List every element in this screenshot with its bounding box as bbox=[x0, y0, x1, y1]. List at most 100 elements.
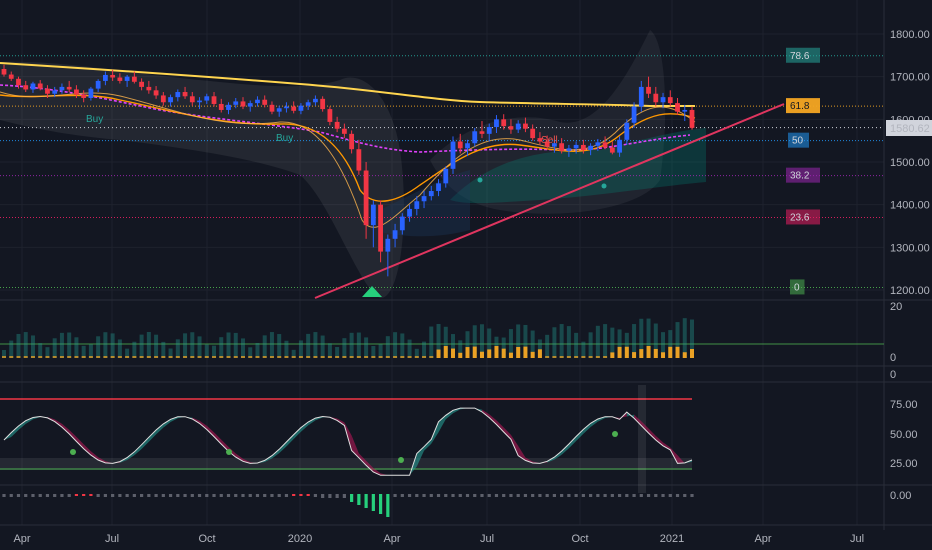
volume-signal-bar bbox=[617, 346, 622, 358]
volume-bar bbox=[30, 335, 35, 358]
volume-signal-bar bbox=[139, 356, 144, 358]
histogram-bar bbox=[38, 494, 42, 497]
histogram-bar bbox=[465, 494, 470, 497]
volume-signal-bar bbox=[646, 346, 651, 358]
volume-signal-bar bbox=[110, 356, 115, 358]
candle-body bbox=[341, 128, 347, 134]
candle-body bbox=[501, 119, 507, 127]
time-axis-label: 2020 bbox=[288, 533, 312, 545]
volume-bar bbox=[349, 332, 354, 358]
oscillator-fill bbox=[358, 453, 367, 466]
volume-bar bbox=[16, 333, 21, 358]
mini-panel-tick: 0 bbox=[890, 369, 896, 381]
volume-signal-bar bbox=[212, 356, 217, 358]
histogram-bar bbox=[205, 494, 209, 497]
histogram-bar bbox=[306, 494, 310, 496]
volume-bar bbox=[595, 325, 600, 358]
volume-signal-bar bbox=[161, 356, 166, 358]
volume-signal-bar bbox=[175, 356, 180, 358]
volume-bar bbox=[356, 332, 361, 358]
histogram-bar bbox=[480, 494, 484, 497]
current-price-label: 1580.62 bbox=[890, 123, 930, 135]
volume-bar bbox=[197, 336, 202, 358]
volume-signal-bar bbox=[190, 356, 195, 358]
candle-body bbox=[573, 144, 579, 149]
histogram-bar bbox=[444, 494, 448, 497]
candle-body bbox=[508, 126, 514, 130]
volume-bar bbox=[371, 345, 376, 358]
candle-body bbox=[102, 74, 108, 81]
candle-body bbox=[284, 106, 289, 109]
volume-signal-bar bbox=[349, 356, 354, 358]
candle-body bbox=[334, 121, 340, 129]
oscillator-fill bbox=[25, 417, 33, 424]
volume-bar bbox=[335, 347, 340, 358]
candle-body bbox=[378, 204, 383, 252]
candle-body bbox=[624, 122, 630, 140]
candle-body bbox=[16, 78, 21, 86]
histogram-bar bbox=[683, 494, 687, 497]
price-axis-label: 1400.00 bbox=[890, 200, 930, 212]
histogram-bar bbox=[560, 494, 564, 497]
volume-bar bbox=[117, 339, 122, 358]
candle-body bbox=[240, 101, 246, 107]
candle-body bbox=[255, 99, 260, 104]
volume-signal-bar bbox=[38, 356, 43, 358]
histogram-bar bbox=[545, 494, 549, 497]
oscillator-fill bbox=[525, 457, 533, 464]
histogram-bar bbox=[292, 494, 296, 496]
candle-body bbox=[327, 109, 333, 122]
oscillator-fill bbox=[163, 419, 171, 428]
volume-signal-bar bbox=[103, 356, 108, 358]
oscillator-fill bbox=[677, 455, 685, 464]
volume-bar bbox=[617, 329, 622, 358]
trend-line[interactable] bbox=[314, 103, 785, 299]
ma-20-line bbox=[0, 94, 696, 202]
candle-body bbox=[392, 230, 398, 239]
volume-signal-bar bbox=[472, 346, 477, 358]
histogram-bar bbox=[603, 494, 607, 497]
volume-signal-bar bbox=[255, 356, 260, 358]
histogram-bar bbox=[429, 494, 433, 497]
volume-bar bbox=[465, 331, 470, 358]
oscillator-fill bbox=[206, 425, 215, 437]
histogram-bar bbox=[538, 494, 542, 497]
volume-signal-bar bbox=[67, 356, 72, 358]
volume-signal-bar bbox=[530, 351, 535, 358]
volume-signal-bar bbox=[588, 356, 593, 358]
candle-body bbox=[8, 74, 14, 79]
candle-body bbox=[189, 96, 195, 103]
histogram-bar bbox=[509, 494, 513, 497]
volume-bar bbox=[552, 327, 557, 358]
volume-signal-bar bbox=[414, 356, 419, 358]
histogram-bar bbox=[212, 494, 216, 497]
histogram-bar bbox=[589, 494, 593, 497]
candle-body bbox=[211, 96, 217, 104]
candle-body bbox=[117, 77, 123, 81]
candle-body bbox=[182, 92, 188, 97]
histogram-panel: 0.00 bbox=[2, 431, 911, 517]
volume-bar bbox=[545, 334, 550, 358]
histogram-bar bbox=[45, 494, 50, 497]
volume-signal-bar bbox=[248, 356, 253, 358]
volume-axis-tick-20: 20 bbox=[890, 301, 902, 313]
candle-body bbox=[175, 92, 181, 98]
time-axis-label: Jul bbox=[105, 533, 119, 545]
candle-body bbox=[124, 76, 130, 81]
candle-body bbox=[646, 86, 651, 94]
histogram-bar bbox=[552, 494, 556, 497]
candle-body bbox=[95, 80, 101, 89]
fib-badge-label: 38.2 bbox=[790, 171, 810, 182]
histogram-bar bbox=[487, 494, 491, 497]
volume-signal-bar bbox=[581, 356, 586, 358]
oscillator-fill bbox=[90, 451, 99, 461]
fib-badge bbox=[786, 98, 820, 114]
oscillator-tick-50: 50.00 bbox=[890, 429, 918, 441]
volume-bar bbox=[81, 345, 86, 358]
volume-bar bbox=[96, 336, 101, 358]
candle-body bbox=[168, 97, 173, 103]
histogram-bar bbox=[176, 494, 180, 497]
volume-bar bbox=[603, 324, 608, 358]
volume-bar bbox=[653, 323, 658, 358]
